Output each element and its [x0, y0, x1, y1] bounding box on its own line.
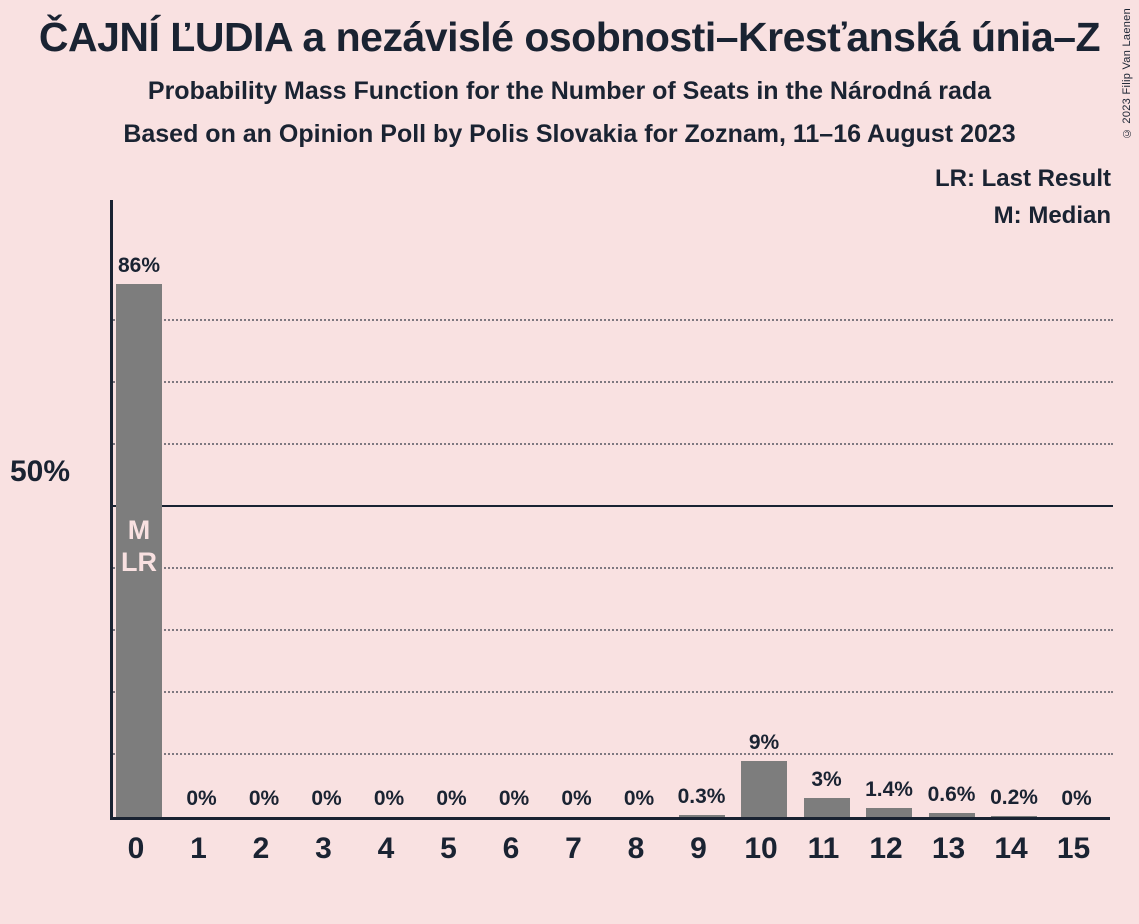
x-tick-label: 12 — [869, 832, 902, 866]
bar — [804, 798, 850, 817]
bar-annotation-m-lr: MLR — [121, 515, 157, 579]
grid-line — [113, 381, 1113, 383]
x-tick-label: 5 — [440, 832, 457, 866]
bar-value-label: 3% — [811, 768, 841, 792]
bar — [741, 761, 787, 817]
bar — [679, 815, 725, 817]
grid-line — [113, 567, 1113, 569]
grid-line — [113, 753, 1113, 755]
chart-subtitle-2: Based on an Opinion Poll by Polis Slovak… — [0, 120, 1139, 149]
bar-value-label: 0% — [499, 787, 529, 811]
copyright-text: © 2023 Filip Van Laenen — [1121, 8, 1133, 139]
bar-value-label: 0% — [249, 787, 279, 811]
bar-value-label: 0% — [1061, 787, 1091, 811]
x-tick-label: 1 — [190, 832, 207, 866]
bar-value-label: 86% — [118, 254, 160, 278]
bar-value-label: 0.6% — [928, 783, 976, 807]
bar-value-label: 0.3% — [678, 785, 726, 809]
y-axis-ref-label: 50% — [10, 455, 70, 489]
x-tick-label: 0 — [128, 832, 145, 866]
plot-area: 86% 0% 0% 0% 0% 0% 0% 0% 0% 0.3% 9% 3% 1.4% 0.6% 0.2% 0… — [110, 200, 1110, 820]
x-tick-label: 2 — [253, 832, 270, 866]
grid-line — [113, 443, 1113, 445]
x-tick-label: 4 — [378, 832, 395, 866]
legend-lr: LR: Last Result — [935, 160, 1111, 197]
bar-value-label: 0% — [374, 787, 404, 811]
bar-value-label: 0% — [561, 787, 591, 811]
x-tick-label: 13 — [932, 832, 965, 866]
bar-value-label: 0% — [186, 787, 216, 811]
bar — [929, 813, 975, 817]
grid-ref-line — [113, 505, 1113, 507]
chart-subtitle-1: Probability Mass Function for the Number… — [0, 77, 1139, 106]
x-tick-label: 15 — [1057, 832, 1090, 866]
grid-line — [113, 629, 1113, 631]
x-tick-label: 14 — [994, 832, 1027, 866]
bar-value-label: 0% — [624, 787, 654, 811]
grid-line — [113, 319, 1113, 321]
bar-value-label: 0% — [436, 787, 466, 811]
bar-value-label: 0.2% — [990, 786, 1038, 810]
bar — [866, 808, 912, 817]
x-tick-label: 10 — [744, 832, 777, 866]
x-tick-label: 6 — [503, 832, 520, 866]
bar — [991, 816, 1037, 817]
x-tick-label: 11 — [808, 832, 840, 866]
grid-line — [113, 691, 1113, 693]
chart-title: ČAJNÍ ĽUDIA a nezávislé osobnosti–Kresťa… — [0, 0, 1139, 61]
x-tick-label: 7 — [565, 832, 582, 866]
x-tick-label: 9 — [690, 832, 707, 866]
bar-value-label: 1.4% — [865, 778, 913, 802]
bar-value-label: 0% — [311, 787, 341, 811]
x-tick-label: 8 — [628, 832, 645, 866]
bar-value-label: 9% — [749, 731, 779, 755]
x-tick-label: 3 — [315, 832, 332, 866]
